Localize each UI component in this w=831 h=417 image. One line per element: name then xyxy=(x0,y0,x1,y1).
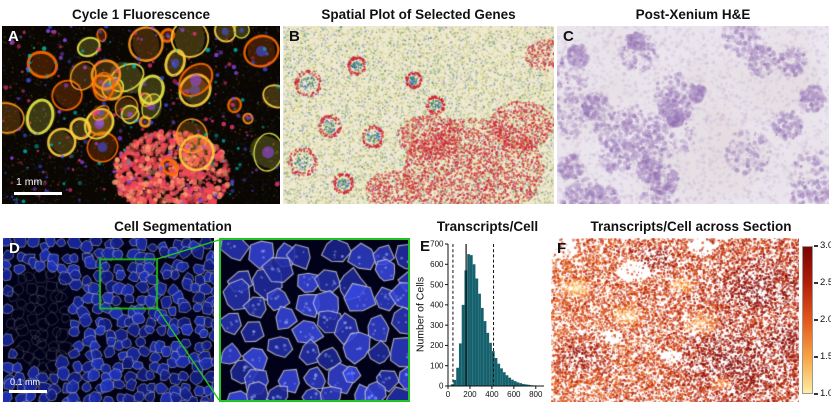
colorbar-tick: 1.0 xyxy=(814,389,831,399)
x-tick-label: 800 xyxy=(529,390,543,399)
panel-d-title: Cell Segmentation xyxy=(114,219,232,234)
panel-f-transcript-density-image xyxy=(551,238,799,402)
panel-d-zoom-inset-image xyxy=(221,240,408,400)
colorbar xyxy=(802,246,813,394)
histogram-bar xyxy=(494,358,498,386)
x-tick-label: 600 xyxy=(507,390,521,399)
colorbar-tick-mark xyxy=(814,245,818,247)
histogram-bar xyxy=(486,332,490,386)
y-tick-label: 700 xyxy=(430,240,444,249)
histogram-bar xyxy=(524,384,528,386)
colorbar-tick-label: 2.5 xyxy=(820,277,831,289)
y-tick-label: 0 xyxy=(439,382,444,391)
histogram-bar xyxy=(453,379,457,386)
histogram-bar xyxy=(511,379,514,386)
panel-b-title: Spatial Plot of Selected Genes xyxy=(321,7,516,22)
histogram-bar xyxy=(489,342,492,386)
panel-d-label: D xyxy=(9,240,20,257)
colorbar-tick: 2.5 xyxy=(814,278,831,288)
histogram-bar xyxy=(458,343,462,386)
panel-a-scale-bar xyxy=(14,192,62,195)
histogram-bar xyxy=(500,368,503,386)
colorbar-tick-label: 3.0 xyxy=(820,240,831,252)
x-tick-label: 200 xyxy=(463,390,477,399)
histogram-bar xyxy=(467,254,470,386)
histogram-bar xyxy=(472,264,476,386)
histogram-bar xyxy=(522,383,525,386)
histogram-bar xyxy=(450,384,454,386)
panel-e-title: Transcripts/Cell xyxy=(436,219,539,234)
panel-f-label: F xyxy=(557,240,567,257)
y-tick-label: 600 xyxy=(430,260,444,269)
histogram-svg: 0 100 200 300 400 500 600 700 0 200 400 600 800 xyxy=(430,240,544,399)
histogram-bar xyxy=(497,363,501,386)
histogram-bar xyxy=(469,255,473,386)
panel-d-scale-bar xyxy=(9,390,47,393)
histogram-bar xyxy=(478,293,481,386)
colorbar-tick: 2.0 xyxy=(814,315,831,325)
panel-b-spatial-plot-image xyxy=(283,26,554,204)
histogram-bars xyxy=(448,254,544,386)
panel-c-label: C xyxy=(563,28,574,45)
panel-a-scale-bar-label: 1 mm xyxy=(16,176,43,188)
colorbar-tick-label: 1.0 xyxy=(820,388,831,400)
histogram-bar xyxy=(461,304,465,386)
histogram-bar xyxy=(508,377,512,386)
y-tick-label: 200 xyxy=(430,341,444,350)
histogram-bar xyxy=(502,372,506,386)
x-tick-label: 400 xyxy=(485,390,499,399)
panel-a-title: Cycle 1 Fluorescence xyxy=(71,7,211,22)
y-tick-label: 500 xyxy=(430,280,444,289)
panel-e-label: E xyxy=(420,238,431,255)
histogram-bar xyxy=(516,382,520,386)
y-tick-label: 300 xyxy=(430,321,444,330)
colorbar-tick: 3.0 xyxy=(814,241,831,251)
histogram-bar xyxy=(505,375,509,386)
colorbar-tick-mark xyxy=(814,393,818,395)
histogram-bar xyxy=(456,367,459,386)
colorbar-tick-label: 1.5 xyxy=(820,351,831,363)
histogram-bar xyxy=(527,384,531,386)
colorbar-ticks: 3.0 2.5 2.0 1.5 1.0 xyxy=(814,241,831,399)
histogram-bar xyxy=(491,351,495,386)
histogram-bar xyxy=(480,307,484,386)
panel-d-scale-bar-label: 0.1 mm xyxy=(10,377,41,387)
colorbar-tick-mark xyxy=(814,356,818,358)
histogram-bar xyxy=(475,278,479,386)
panel-c-title: Post-Xenium H&E xyxy=(635,7,751,22)
x-tick-label: 0 xyxy=(446,390,451,399)
colorbar-tick-label: 2.0 xyxy=(820,314,831,326)
colorbar-tick-mark xyxy=(814,282,818,284)
panel-b-label: B xyxy=(289,28,300,45)
histogram-bar xyxy=(483,321,487,386)
colorbar-tick-mark xyxy=(814,319,818,321)
histogram-bar xyxy=(513,381,517,386)
panel-c-he-stain-image xyxy=(557,26,829,204)
colorbar-tick: 1.5 xyxy=(814,352,831,362)
histogram-bar xyxy=(519,383,523,386)
y-tick-label: 100 xyxy=(430,361,444,370)
panel-a-label: A xyxy=(8,28,19,45)
y-tick-label: 400 xyxy=(430,301,444,310)
panel-f-title: Transcripts/Cell across Section xyxy=(590,219,792,234)
panel-a-fluorescence-image xyxy=(2,26,280,204)
panel-d-zoom-inset xyxy=(219,238,410,402)
